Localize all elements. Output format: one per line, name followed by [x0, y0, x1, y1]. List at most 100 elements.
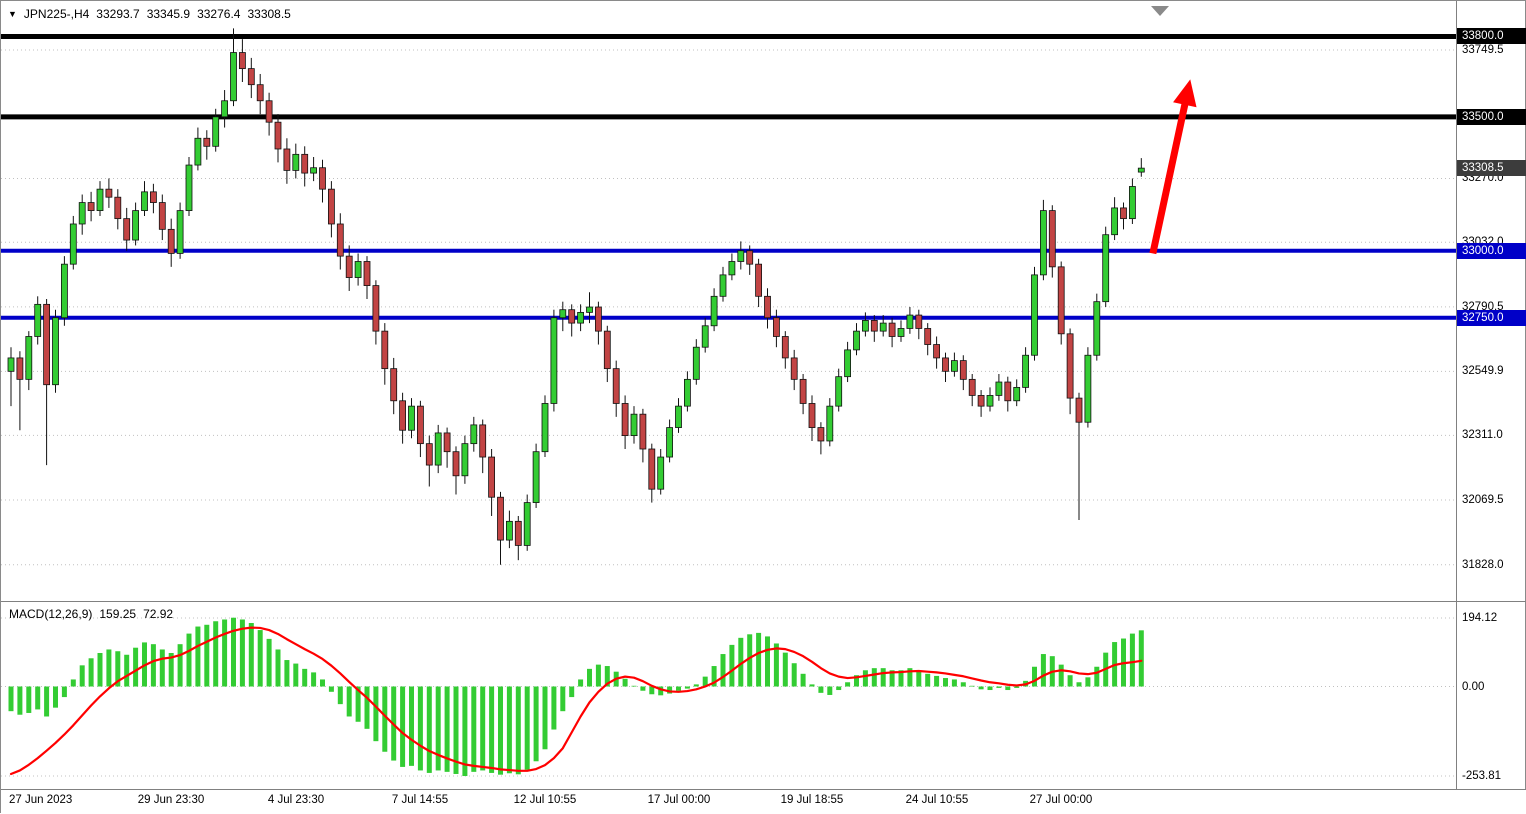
time-axis-label: 17 Jul 00:00 — [647, 794, 711, 806]
macd-histogram-bar — [355, 686, 361, 722]
macd-histogram-bar — [791, 663, 797, 687]
grid-lines-layer — [1, 49, 1456, 777]
macd-histogram-bar — [35, 686, 41, 710]
macd-histogram-bar — [765, 636, 770, 687]
macd-histogram-bar — [960, 682, 966, 687]
macd-histogram-bar — [604, 666, 610, 687]
macd-histogram-bar — [996, 686, 1002, 688]
macd-histogram-bar — [346, 686, 352, 717]
macd-histogram-bar — [275, 649, 281, 687]
macd-histogram-bar — [17, 686, 23, 715]
candle-body — [657, 456, 665, 490]
macd-histogram-bar — [222, 619, 228, 687]
candle-body — [933, 344, 940, 359]
macd-histogram-bar — [435, 686, 441, 771]
price-level-badge: 33000.0 — [1457, 242, 1526, 259]
candle-body — [559, 309, 567, 319]
time-axis[interactable]: 27 Jun 2023 29 Jun 23:30 4 Jul 23:30 7 Jul … — [1, 790, 1526, 814]
candle-body — [968, 378, 976, 396]
candle-body — [265, 100, 273, 123]
macd-histogram-bar — [213, 621, 219, 687]
time-axis-label: 7 Jul 14:55 — [391, 794, 449, 806]
candle-body — [1040, 210, 1047, 276]
macd-axis-label: -253.81 — [1462, 770, 1502, 783]
ohlc-low-value: 33276.4 — [197, 7, 241, 21]
candle-body — [149, 191, 157, 203]
candle-body — [951, 360, 958, 372]
horizontal-level-lines[interactable] — [1, 33, 1456, 320]
candle-body — [141, 191, 148, 211]
candle-body — [1031, 274, 1038, 356]
trend-arrow-annotation[interactable] — [1149, 79, 1197, 255]
candle-body — [577, 311, 584, 324]
macd-histogram-bar — [382, 686, 388, 752]
macd-histogram-bar — [649, 686, 655, 695]
macd-histogram-bar — [1085, 677, 1091, 687]
candle-body — [755, 263, 762, 297]
macd-histogram-bar — [106, 649, 112, 687]
macd-histogram-bar — [1076, 682, 1082, 687]
macd-histogram-bar — [61, 686, 67, 698]
candle-body — [1013, 386, 1021, 402]
candle-body — [479, 424, 487, 458]
candle-body — [746, 250, 754, 265]
time-axis-label: 24 Jul 10:55 — [905, 794, 969, 806]
macd-indicator-label: MACD(12,26,9) 159.25 72.92 — [9, 607, 173, 621]
candle-body — [630, 413, 638, 437]
macd-histogram-bar — [462, 686, 468, 777]
macd-histogram-bar — [53, 686, 58, 708]
candle-body — [924, 328, 932, 345]
candle-body — [1093, 301, 1101, 356]
candle-body — [879, 322, 887, 332]
candle-body — [497, 496, 504, 541]
macd-histogram-bar — [426, 686, 432, 773]
price-axis-label: 33749.5 — [1462, 43, 1504, 56]
candle-body — [844, 349, 851, 378]
macd-histogram-bar — [8, 686, 14, 712]
candle-body — [550, 317, 558, 404]
candle-body — [639, 413, 647, 450]
candle-body — [274, 121, 282, 150]
time-axis-label: 19 Jul 18:55 — [780, 794, 844, 806]
macd-histogram-bar — [880, 668, 886, 687]
candle-body — [310, 167, 318, 174]
macd-histogram-bar — [409, 686, 414, 766]
macd-histogram-bar — [79, 665, 85, 687]
macd-histogram-bar — [284, 660, 290, 687]
candle-body — [586, 306, 593, 313]
candle-body — [34, 303, 42, 337]
macd-histogram-bar — [239, 619, 245, 687]
chart-shift-marker[interactable] — [1151, 6, 1169, 16]
macd-histogram-bar — [195, 626, 201, 687]
candle-body — [684, 378, 691, 407]
macd-histogram-bar — [1058, 664, 1064, 687]
candle-body — [25, 336, 33, 380]
macd-histogram-bar — [560, 686, 566, 712]
candle-body — [1084, 354, 1092, 423]
macd-histogram-bar — [1032, 666, 1037, 687]
macd-histogram-bar — [417, 686, 423, 771]
macd-histogram-bar — [159, 649, 165, 687]
macd-histogram-bar — [711, 666, 717, 687]
candle-body — [7, 357, 15, 372]
price-axis[interactable]: 33749.533270.033032.032790.532549.932311… — [1457, 1, 1526, 790]
macd-histogram-bar — [871, 668, 877, 687]
macd-histogram-bar — [328, 686, 334, 692]
candle-body — [728, 261, 736, 276]
macd-axis-label: 0.00 — [1462, 680, 1485, 693]
macd-histogram-bar — [150, 644, 156, 687]
macd-histogram-bar — [862, 670, 868, 687]
price-level-badge: 33800.0 — [1457, 28, 1526, 45]
candle-body — [434, 432, 442, 466]
macd-histogram-bar — [364, 686, 370, 729]
candle-body — [176, 210, 184, 254]
candle-body — [123, 218, 131, 241]
price-level-badge: 33500.0 — [1457, 108, 1526, 125]
candle-body — [1066, 333, 1074, 399]
candles-layer — [7, 28, 1145, 565]
macd-histogram-bar — [498, 686, 503, 775]
macd-histogram-bar — [248, 623, 254, 687]
candle-body — [888, 322, 896, 337]
time-axis-label: 4 Jul 23:30 — [267, 794, 325, 806]
